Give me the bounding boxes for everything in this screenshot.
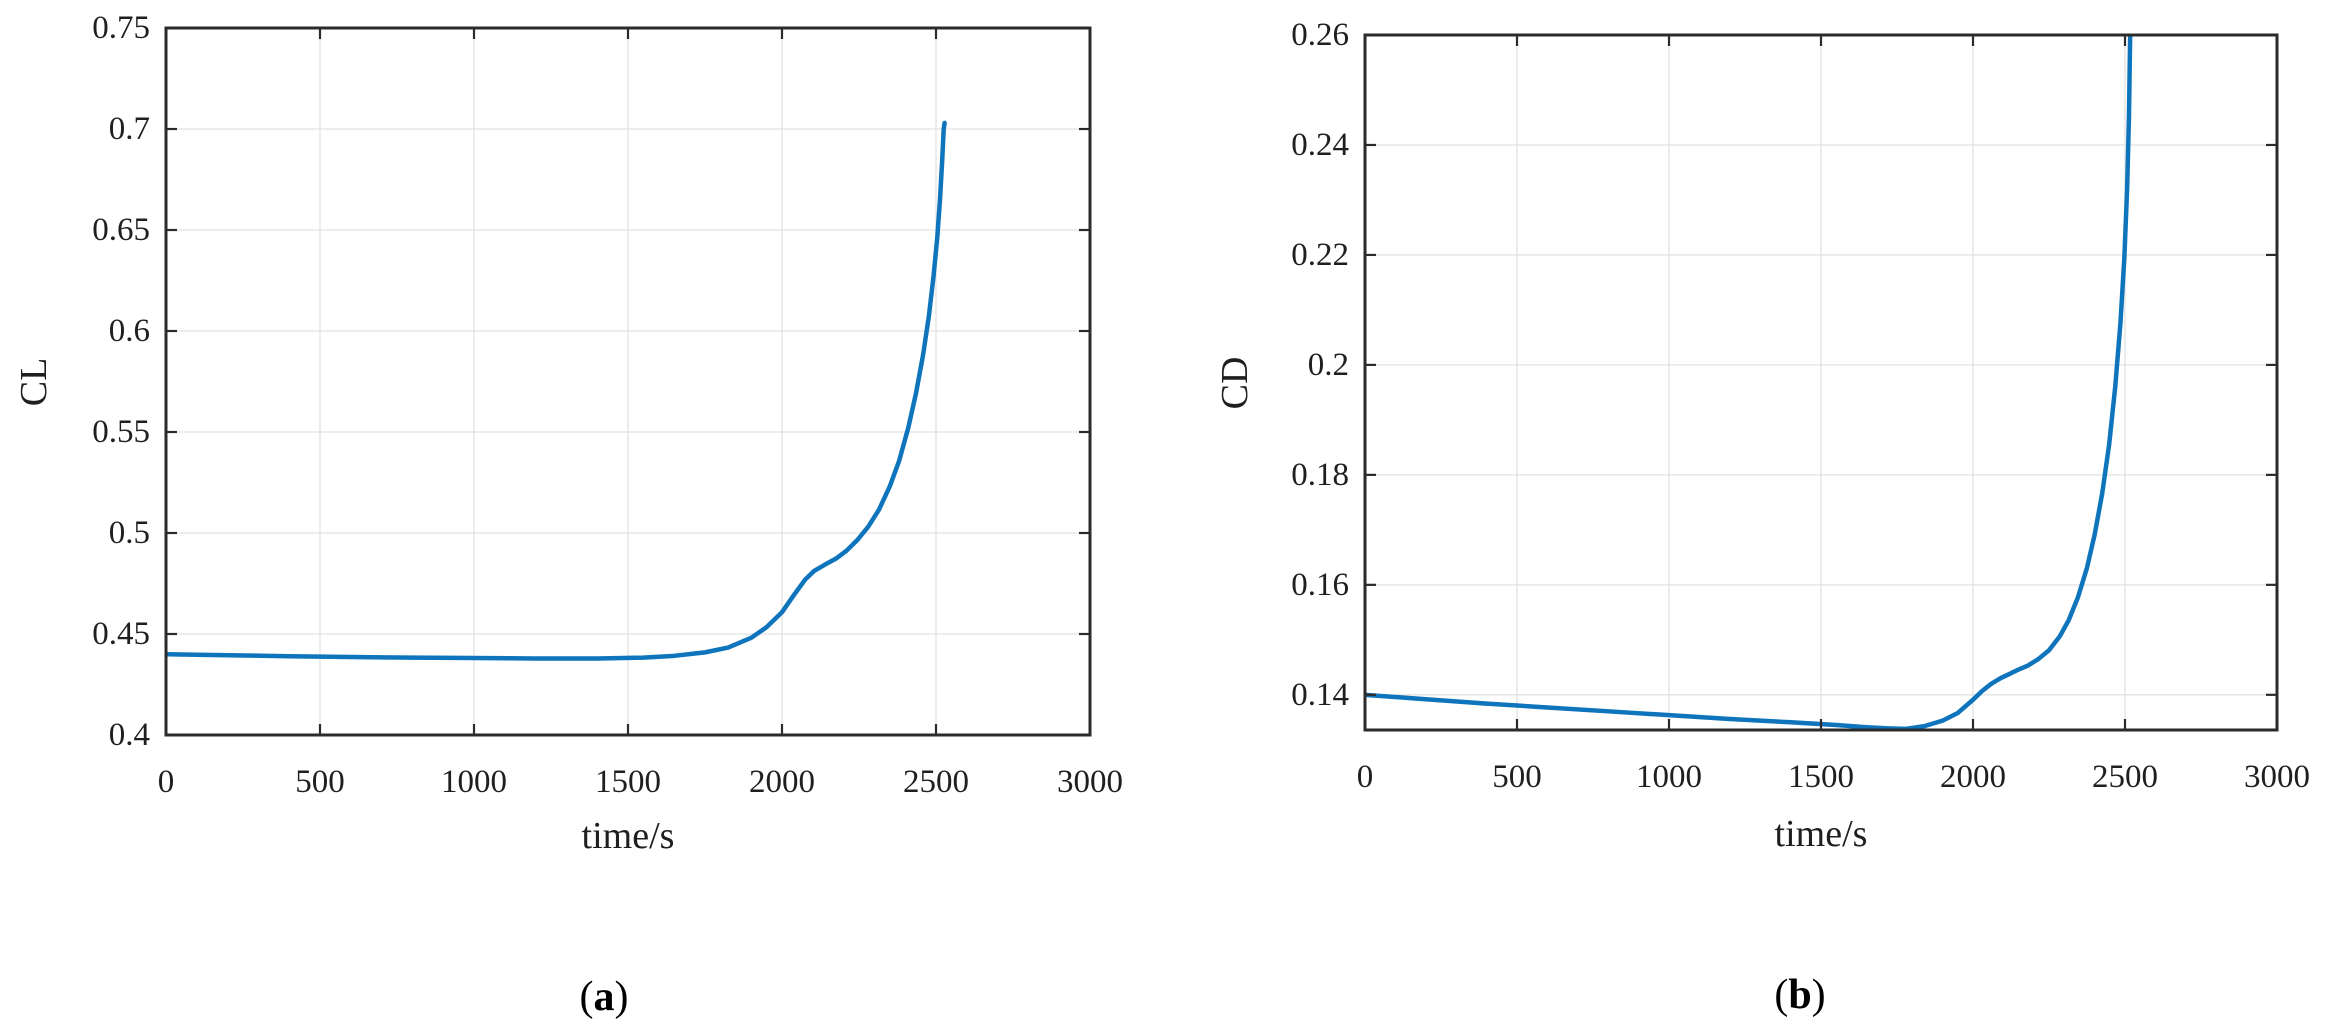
series-line-cl <box>166 120 947 661</box>
caption-a-paren-close: ) <box>614 974 629 1020</box>
x-tick-label: 1500 <box>595 764 661 800</box>
caption-a-letter: a <box>593 974 615 1020</box>
x-tick-label: 0 <box>1356 759 1374 795</box>
x-tick-label: 2000 <box>749 764 815 800</box>
x-tick-label: 500 <box>1492 759 1542 795</box>
y-tick-label: 0.5 <box>108 515 150 551</box>
x-tick-label: 1000 <box>441 764 507 800</box>
y-axis-label-cl: CL <box>13 357 55 407</box>
y-tick-label: 0.65 <box>92 212 150 248</box>
x-tick-label: 2500 <box>2092 759 2158 795</box>
y-tick-label: 0.75 <box>92 10 150 46</box>
y-tick-label: 0.16 <box>1291 566 1349 603</box>
series-line-cd <box>1365 35 2133 730</box>
x-tick-label: 3000 <box>1057 764 1123 800</box>
x-tick-label: 2000 <box>1940 759 2006 795</box>
y-tick-label: 0.26 <box>1291 17 1349 53</box>
subfigure-caption-b: (b) <box>1774 971 1825 1019</box>
caption-b-paren-close: ) <box>1811 972 1826 1018</box>
panel-b <box>1363 33 2279 732</box>
x-axis-label-b: time/s <box>1774 813 1868 855</box>
x-tick-label: 0 <box>157 764 175 800</box>
x-tick-label: 1000 <box>1636 759 1702 795</box>
x-tick-label: 2500 <box>903 764 969 800</box>
x-tick-label: 1500 <box>1788 759 1854 795</box>
y-tick-label: 0.6 <box>108 313 150 349</box>
y-tick-label: 0.4 <box>108 717 150 753</box>
x-tick-label: 500 <box>295 764 345 800</box>
y-tick-label: 0.22 <box>1291 236 1349 273</box>
caption-b-paren-open: ( <box>1774 972 1789 1018</box>
y-tick-label: 0.55 <box>92 414 150 450</box>
caption-a-paren-open: ( <box>579 974 594 1020</box>
y-tick-label: 0.2 <box>1307 346 1349 383</box>
y-tick-label: 0.45 <box>92 616 150 652</box>
panel-a <box>164 26 1092 737</box>
y-tick-label: 0.24 <box>1291 126 1349 163</box>
y-tick-label: 0.7 <box>108 111 150 147</box>
x-axis-label-a: time/s <box>581 815 675 857</box>
subfigure-caption-a: (a) <box>580 973 629 1021</box>
y-tick-label: 0.14 <box>1291 676 1349 713</box>
x-tick-label: 3000 <box>2244 759 2310 795</box>
caption-b-letter: b <box>1788 972 1812 1018</box>
y-tick-label: 0.18 <box>1291 456 1349 493</box>
